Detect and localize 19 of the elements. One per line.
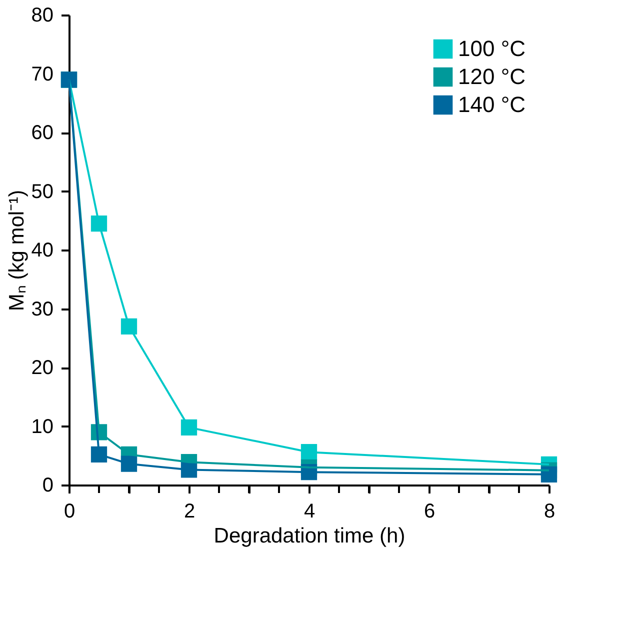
legend-label: 140 °C bbox=[458, 92, 526, 117]
y-tick-label: 70 bbox=[31, 63, 54, 86]
y-tick-label: 0 bbox=[42, 474, 54, 496]
y-tick-label: 60 bbox=[31, 122, 54, 144]
x-tick-label: 8 bbox=[544, 500, 556, 522]
y-axis-title: Mₙ (kg mol⁻¹) bbox=[5, 190, 28, 312]
y-tick-label: 10 bbox=[31, 416, 54, 438]
y-tick-label: 50 bbox=[31, 180, 54, 203]
y-tick-label: 30 bbox=[31, 298, 54, 320]
x-tick-label: 6 bbox=[424, 500, 436, 522]
x-tick-label: 2 bbox=[184, 500, 196, 522]
y-tick-label: 20 bbox=[31, 357, 54, 379]
x-tick-label: 0 bbox=[64, 500, 76, 522]
x-axis-title: Degradation time (h) bbox=[214, 524, 406, 548]
legend-label: 100 °C bbox=[458, 36, 526, 61]
y-tick-label: 40 bbox=[31, 240, 54, 262]
x-tick-label: 4 bbox=[304, 500, 316, 522]
legend-label: 120 °C bbox=[458, 64, 526, 89]
y-tick-label: 80 bbox=[31, 4, 54, 26]
